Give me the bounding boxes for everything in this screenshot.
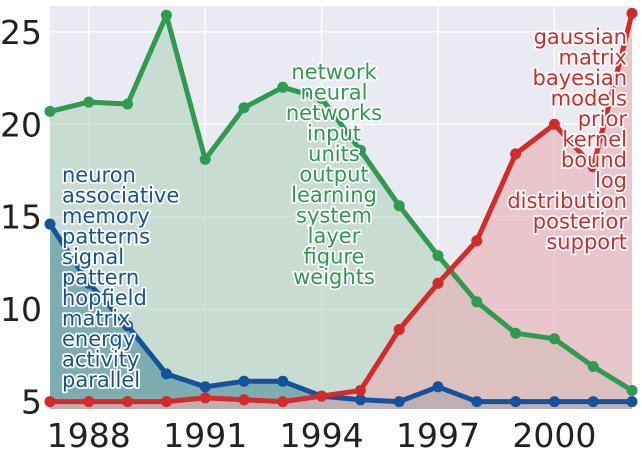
topic-1-word: pattern	[62, 266, 139, 290]
topic-1-word: neuron	[62, 163, 136, 187]
topic-word-lists: networkneuralnetworksinputunitsoutputlea…	[60, 23, 629, 394]
topic-2-word: gaussian	[534, 25, 627, 49]
series-1-point	[122, 320, 134, 332]
series-2-point	[122, 396, 134, 408]
topic-2-word: bound	[561, 148, 627, 172]
y-tick-label: 15	[0, 198, 42, 237]
series-0-point	[432, 250, 444, 262]
series-1-point	[277, 375, 289, 387]
topic-1-word: energy	[62, 327, 135, 351]
series-2-point	[393, 324, 405, 335]
topic-0-word: units	[308, 142, 360, 166]
series-1-point	[587, 396, 599, 408]
topic-1-word: activity	[62, 348, 139, 372]
topic-0-word: learning	[291, 183, 377, 207]
topic-1-word: associative	[62, 184, 179, 208]
series-1-line	[47, 221, 635, 405]
topic-2-word: kernel	[562, 128, 627, 152]
series-0-point	[199, 153, 211, 165]
series-0-point	[83, 96, 95, 108]
series-points	[44, 7, 638, 408]
series-2-point	[432, 277, 444, 289]
series-0-line	[47, 12, 635, 393]
series-0-point	[122, 98, 134, 110]
topic-1-word: parallel	[62, 368, 140, 392]
x-tick-label: 1997	[396, 416, 480, 455]
series-1-point	[626, 396, 638, 408]
series-1-point	[393, 396, 405, 408]
topic-0-word: output	[299, 163, 368, 187]
series-1-area	[50, 224, 632, 409]
series-0-point	[44, 105, 56, 117]
y-tick-label: 5	[21, 383, 42, 422]
topic-2-word: matrix	[559, 46, 627, 70]
y-tick-label: 25	[0, 13, 42, 52]
topic-0-word: network	[291, 60, 377, 84]
series-1-point	[471, 396, 483, 408]
topic-1-word: signal	[62, 245, 124, 269]
topic-0-word: neural	[301, 81, 368, 105]
series-2-point	[199, 392, 211, 404]
topic-2-word: posterior	[533, 210, 628, 234]
series-2-point	[354, 385, 366, 396]
x-tick-label: 1994	[280, 416, 364, 455]
x-tick-label: 1988	[47, 416, 131, 455]
series-1-point	[510, 396, 522, 408]
series-2-point	[587, 161, 599, 173]
series-2-point	[548, 118, 560, 130]
topic-0-word: system	[296, 204, 372, 228]
x-tick-label: 1991	[163, 416, 247, 455]
x-tick-label: 2000	[512, 416, 596, 455]
series-0-point	[587, 361, 599, 372]
series-1-point	[238, 375, 250, 387]
series-1-point	[199, 381, 211, 393]
topic-1-word: matrix	[62, 307, 130, 331]
series-1-point	[83, 277, 95, 289]
series-2-point	[510, 148, 522, 160]
topic-0-word: figure	[304, 245, 365, 269]
series-0-point	[510, 327, 522, 339]
topic-2-word: models	[551, 87, 627, 111]
series-1-point	[432, 381, 444, 393]
series-2-point	[83, 396, 95, 408]
topic-0-word: input	[307, 122, 361, 146]
topic-2-word: distribution	[507, 189, 627, 213]
series-1-point	[354, 394, 366, 406]
y-tick-label: 20	[0, 105, 42, 144]
topic-2-word: prior	[578, 107, 628, 131]
series-0-point	[316, 92, 328, 104]
series-2-point	[316, 390, 328, 402]
topic-0-word: networks	[286, 101, 382, 125]
series-lines	[47, 10, 635, 405]
series-0-point	[277, 81, 289, 93]
series-0-point	[238, 102, 250, 114]
series-0-point	[354, 144, 366, 156]
series-0-point	[626, 385, 638, 396]
series-0-point	[393, 200, 405, 212]
series-2-point	[160, 396, 172, 408]
topic-0-word: weights	[293, 265, 375, 289]
series-2-point	[238, 394, 250, 406]
series-0-point	[548, 333, 560, 345]
series-0-point	[160, 9, 172, 21]
topic-2-word: support	[546, 230, 627, 254]
topic-0-word: layer	[308, 224, 361, 248]
series-1-point	[44, 218, 56, 230]
topic-1-word: hopfield	[62, 286, 147, 310]
series-2-point	[44, 396, 56, 408]
topic-2-word: log	[595, 169, 627, 193]
series-2-point	[471, 235, 483, 247]
series-1-point	[160, 368, 172, 380]
series-2-point	[626, 7, 638, 19]
axis-ticks: 1988 1991 1994 1997 2000 5 10 15 20 25	[0, 13, 596, 455]
series-2-line	[47, 10, 635, 405]
series-2-point	[277, 396, 289, 408]
topic-2-word: bayesian	[533, 66, 628, 90]
series-0-point	[471, 296, 483, 308]
topic-1-word: memory	[62, 204, 150, 228]
series-1-point	[548, 396, 560, 408]
y-tick-label: 10	[0, 290, 42, 329]
topic-1-word: patterns	[62, 225, 150, 249]
